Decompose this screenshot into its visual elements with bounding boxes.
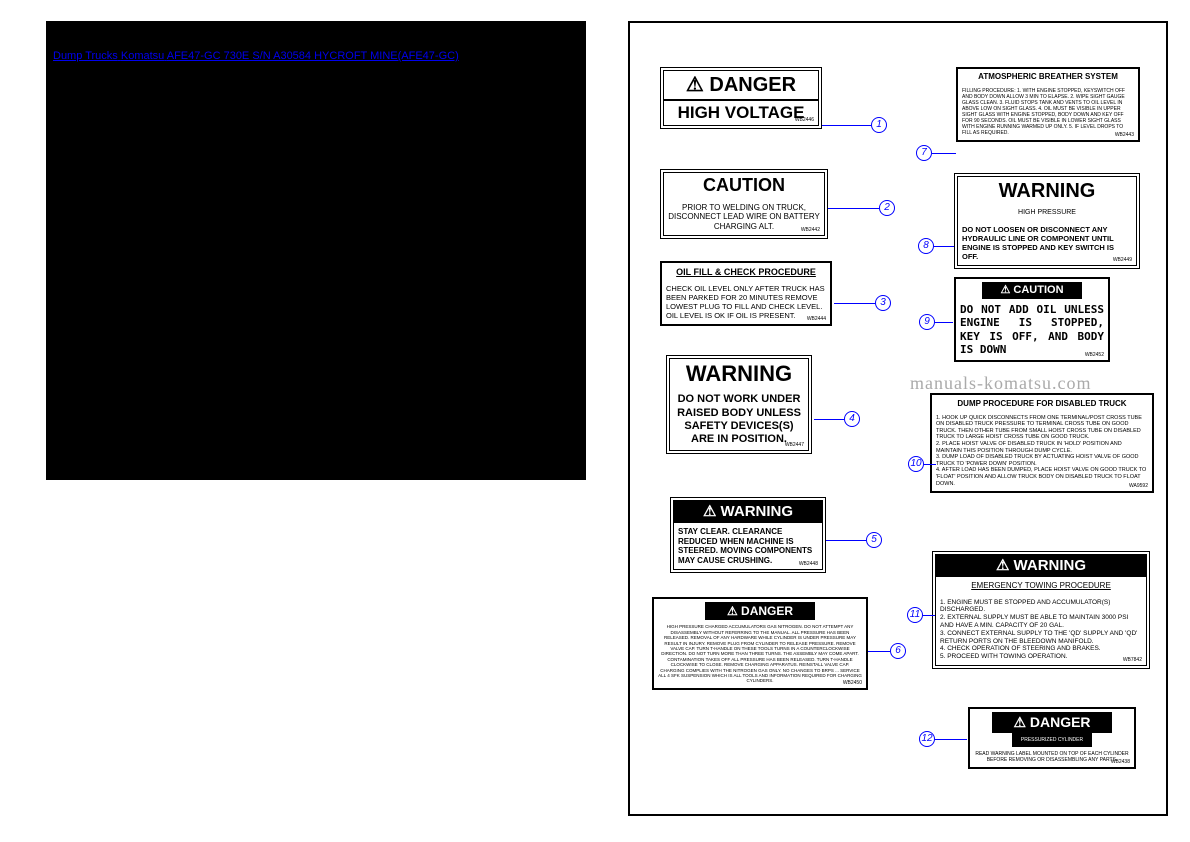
- label-6-danger-accumulator: ⚠ DANGER HIGH PRESSURE CHARGED ACCUMULAT…: [652, 597, 868, 690]
- label-2-header: CAUTION: [664, 173, 824, 199]
- callout-6: 6: [890, 643, 906, 659]
- label-12-danger-pressurized: ⚠ DANGER PRESSURIZED CYLINDER READ WARNI…: [968, 707, 1136, 769]
- label-10-header: DUMP PROCEDURE FOR DISABLED TRUCK: [932, 395, 1152, 411]
- callout-8: 8: [918, 238, 934, 254]
- diagram-panel: manuals-komatsu.com ⚠ DANGER HIGH VOLTAG…: [628, 21, 1168, 816]
- callout-line: [935, 739, 967, 740]
- label-3-pn: WB2444: [807, 316, 826, 322]
- label-9-body: DO NOT ADD OIL UNLESS ENGINE IS STOPPED,…: [956, 299, 1108, 360]
- label-12-header: ⚠ DANGER: [992, 712, 1112, 733]
- label-5-warning-stay-clear: ⚠ WARNING STAY CLEAR. CLEARANCE REDUCED …: [670, 497, 826, 573]
- left-panel: Dump Trucks Komatsu AFE47-GC 730E S/N A3…: [46, 21, 586, 480]
- callout-line: [868, 651, 890, 652]
- label-9-caution-oil: ⚠ CAUTION DO NOT ADD OIL UNLESS ENGINE I…: [954, 277, 1110, 362]
- label-8-sub: HIGH PRESSURE: [958, 205, 1136, 221]
- label-11-header: ⚠ WARNING: [936, 555, 1146, 577]
- label-10-pn: WA9592: [1129, 483, 1148, 489]
- callout-7: 7: [916, 145, 932, 161]
- label-8-pn: WB2449: [1113, 257, 1132, 263]
- label-2-pn: WB2442: [801, 227, 820, 233]
- label-7-header: ATMOSPHERIC BREATHER SYSTEM: [958, 69, 1138, 84]
- label-3-header: OIL FILL & CHECK PROCEDURE: [662, 263, 830, 280]
- callout-4: 4: [844, 411, 860, 427]
- label-7-body: FILLING PROCEDURE: 1. WITH ENGINE STOPPE…: [958, 84, 1138, 140]
- label-5-pn: WB2448: [799, 561, 818, 567]
- label-1-pn: WB2446: [795, 117, 814, 123]
- watermark: manuals-komatsu.com: [910, 373, 1091, 394]
- callout-line: [924, 464, 936, 465]
- callout-2: 2: [879, 200, 895, 216]
- callout-5: 5: [866, 532, 882, 548]
- label-10-body: 1. HOOK UP QUICK DISCONNECTS FROM ONE TE…: [932, 411, 1152, 492]
- callout-1: 1: [871, 117, 887, 133]
- label-12-body: READ WARNING LABEL MOUNTED ON TOP OF EAC…: [970, 747, 1134, 767]
- label-5-header: ⚠ WARNING: [674, 501, 822, 523]
- label-6-body: HIGH PRESSURE CHARGED ACCUMULATORS GAS N…: [654, 620, 866, 687]
- callout-line: [923, 615, 935, 616]
- label-8-warning-high-pressure: WARNING HIGH PRESSURE DO NOT LOOSEN OR D…: [954, 173, 1140, 269]
- label-6-pn: WB2450: [843, 680, 862, 686]
- label-11-pn: WB7842: [1123, 657, 1142, 663]
- label-1-danger-high-voltage: ⚠ DANGER HIGH VOLTAGE WB2446: [660, 67, 822, 129]
- label-12-pn: WB2438: [1111, 759, 1130, 765]
- callout-9: 9: [919, 314, 935, 330]
- label-11-body: 1. ENGINE MUST BE STOPPED AND ACCUMULATO…: [936, 595, 1146, 665]
- label-9-header: ⚠ CAUTION: [982, 282, 1082, 299]
- label-6-header: ⚠ DANGER: [705, 602, 815, 620]
- callout-10: 10: [908, 456, 924, 472]
- label-9-pn: WB2452: [1085, 352, 1104, 358]
- label-3-body: CHECK OIL LEVEL ONLY AFTER TRUCK HAS BEE…: [662, 280, 830, 324]
- callout-3: 3: [875, 295, 891, 311]
- label-4-warning-raised-body: WARNING DO NOT WORK UNDER RAISED BODY UN…: [666, 355, 812, 454]
- callout-11: 11: [907, 607, 923, 623]
- callout-line: [828, 208, 879, 209]
- label-11-sub: EMERGENCY TOWING PROCEDURE: [936, 577, 1146, 595]
- label-3-oil-fill: OIL FILL & CHECK PROCEDURE CHECK OIL LEV…: [660, 261, 832, 326]
- label-4-pn: WB2447: [785, 442, 804, 448]
- callout-12: 12: [919, 731, 935, 747]
- breadcrumb-brand[interactable]: Komatsu: [121, 50, 164, 62]
- breadcrumb-category[interactable]: Dump Trucks: [53, 50, 118, 62]
- callout-line: [932, 153, 956, 154]
- label-1-header: ⚠ DANGER: [664, 71, 818, 101]
- label-2-caution-welding: CAUTION PRIOR TO WELDING ON TRUCK, DISCO…: [660, 169, 828, 239]
- label-4-body: DO NOT WORK UNDER RAISED BODY UNLESS SAF…: [670, 389, 808, 450]
- callout-line: [935, 322, 953, 323]
- callout-line: [934, 246, 954, 247]
- label-12-sub: PRESSURIZED CYLINDER: [1012, 733, 1092, 747]
- label-7-pn: WB2443: [1115, 132, 1134, 138]
- label-11-warning-towing: ⚠ WARNING EMERGENCY TOWING PROCEDURE 1. …: [932, 551, 1150, 669]
- breadcrumb-model[interactable]: AFE47-GC 730E S/N A30584 HYCROFT MINE(AF…: [167, 50, 459, 62]
- callout-line: [834, 303, 875, 304]
- callout-line: [822, 125, 871, 126]
- label-10-dump-procedure: DUMP PROCEDURE FOR DISABLED TRUCK 1. HOO…: [930, 393, 1154, 493]
- callout-line: [814, 419, 844, 420]
- label-8-header: WARNING: [958, 177, 1136, 205]
- label-8-body: DO NOT LOOSEN OR DISCONNECT ANY HYDRAULI…: [958, 221, 1136, 265]
- breadcrumb[interactable]: Dump Trucks Komatsu AFE47-GC 730E S/N A3…: [53, 50, 459, 62]
- label-7-atmospheric-breather: ATMOSPHERIC BREATHER SYSTEM FILLING PROC…: [956, 67, 1140, 142]
- label-4-header: WARNING: [670, 359, 808, 389]
- callout-line: [826, 540, 866, 541]
